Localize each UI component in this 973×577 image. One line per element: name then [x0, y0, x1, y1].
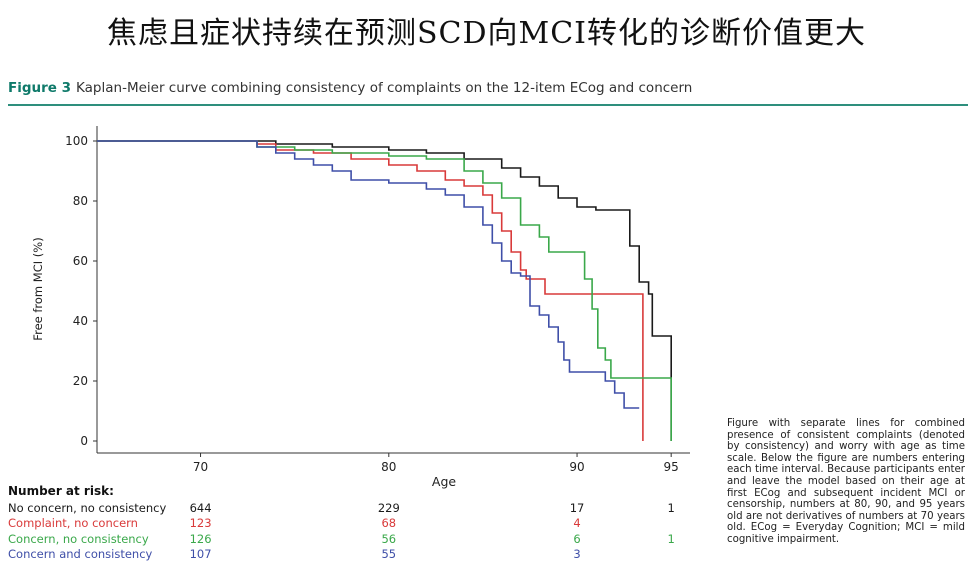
x-tick-label: 70	[193, 460, 208, 474]
x-tick-label: 90	[569, 460, 584, 474]
risk-count: 17	[570, 501, 585, 515]
risk-row-label: Complaint, no concern	[8, 516, 138, 530]
risk-row-label: Concern, no consistency	[8, 532, 149, 546]
risk-count: 3	[573, 547, 580, 561]
y-tick-label: 80	[73, 194, 88, 208]
risk-table-title: Number at risk:	[8, 484, 114, 498]
risk-row-label: Concern and consistency	[8, 547, 153, 561]
risk-count: 6	[573, 532, 580, 546]
figure-title: Kaplan-Meier curve combining consistency…	[76, 80, 693, 96]
y-tick-label: 20	[73, 374, 88, 388]
km-curve-no-concern-no-consistency	[97, 140, 672, 441]
y-tick-label: 40	[73, 314, 88, 328]
y-tick-label: 60	[73, 254, 88, 268]
km-curve-concern-and-consistency	[97, 140, 640, 409]
x-tick-label: 80	[381, 460, 396, 474]
risk-row-label: No concern, no consistency	[8, 501, 166, 515]
risk-count: 123	[190, 516, 212, 530]
risk-count: 126	[190, 532, 212, 546]
risk-count: 644	[190, 501, 212, 515]
km-curve-complaint-no-concern	[97, 140, 644, 441]
risk-count: 229	[378, 501, 400, 515]
risk-count: 1	[668, 532, 675, 546]
slide-title: 焦虑且症状持续在预测SCD向MCI转化的诊断价值更大	[106, 16, 867, 51]
risk-count: 56	[381, 532, 396, 546]
x-axis-label: Age	[432, 474, 456, 489]
risk-count: 55	[381, 547, 396, 561]
y-tick-label: 100	[65, 134, 88, 148]
figure-divider	[8, 104, 968, 106]
figure-caption: Figure with separate lines for combined …	[727, 418, 965, 545]
risk-count: 68	[381, 516, 396, 530]
risk-count: 4	[573, 516, 580, 530]
y-tick-label: 0	[80, 434, 88, 448]
figure-heading: Figure 3 Kaplan-Meier curve combining con…	[8, 80, 692, 96]
risk-count: 1	[668, 501, 675, 515]
y-axis-label: Free from MCI (%)	[31, 237, 45, 340]
risk-count: 107	[190, 547, 212, 561]
figure-label: Figure 3	[8, 80, 72, 96]
x-tick-label: 95	[664, 460, 679, 474]
km-curve-concern-no-consistency	[97, 140, 672, 441]
